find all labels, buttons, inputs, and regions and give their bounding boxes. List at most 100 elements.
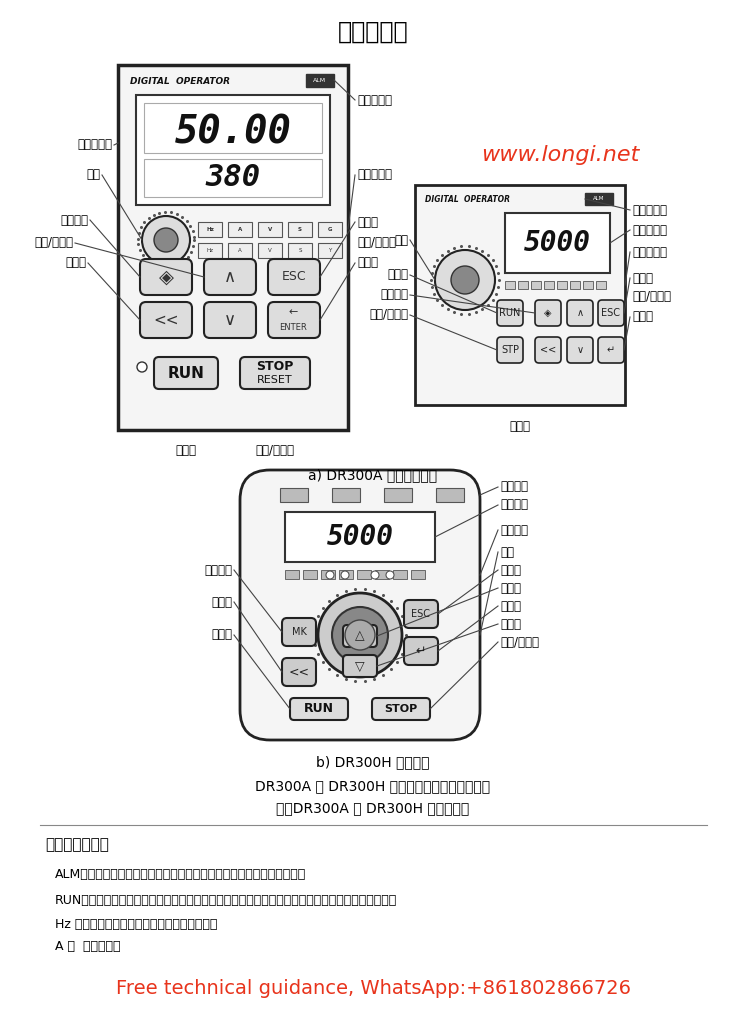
Bar: [436, 488, 464, 502]
Circle shape: [345, 620, 375, 650]
Text: RUN: RUN: [167, 366, 205, 381]
FancyBboxPatch shape: [268, 302, 320, 338]
Bar: [505, 281, 515, 289]
Text: 单位指示灯: 单位指示灯: [357, 169, 392, 181]
Text: ←: ←: [288, 307, 298, 317]
Bar: [531, 281, 541, 289]
FancyBboxPatch shape: [204, 302, 256, 338]
Text: b) DR300H 外引键盘: b) DR300H 外引键盘: [316, 755, 430, 769]
Circle shape: [332, 607, 388, 663]
FancyBboxPatch shape: [343, 625, 377, 647]
FancyBboxPatch shape: [268, 259, 320, 295]
Text: 多功能键: 多功能键: [204, 563, 232, 577]
Text: A: A: [238, 227, 242, 232]
Text: 移位键: 移位键: [509, 420, 530, 433]
Text: 递增/递减键: 递增/递减键: [34, 237, 73, 250]
Text: STOP: STOP: [385, 705, 418, 714]
Bar: [318, 243, 342, 258]
Text: 取消键: 取消键: [632, 271, 653, 285]
Text: ESC: ESC: [412, 609, 430, 618]
Text: S: S: [298, 248, 302, 253]
Text: 移位键: 移位键: [65, 256, 86, 269]
Bar: [393, 570, 407, 579]
Text: Hz: Hz: [206, 227, 214, 232]
Bar: [357, 570, 371, 579]
Circle shape: [142, 216, 190, 264]
Text: ∧: ∧: [577, 308, 583, 318]
Text: A: A: [238, 248, 242, 253]
Text: ∨: ∨: [224, 311, 236, 329]
Text: DIGITAL  OPERATOR: DIGITAL OPERATOR: [130, 77, 230, 85]
FancyBboxPatch shape: [404, 637, 438, 665]
Text: www.longi.net: www.longi.net: [481, 145, 639, 165]
Text: 5000: 5000: [524, 229, 591, 257]
Bar: [280, 488, 308, 502]
Text: 多功能键: 多功能键: [60, 213, 88, 226]
Text: 切换键: 切换键: [500, 563, 521, 577]
Text: 数据显示区: 数据显示区: [77, 138, 112, 152]
FancyBboxPatch shape: [567, 337, 593, 362]
Bar: [118, 65, 348, 430]
Bar: [596, 281, 606, 289]
Text: DIGITAL  OPERATOR: DIGITAL OPERATOR: [425, 196, 510, 205]
Text: 故障指示灯: 故障指示灯: [632, 204, 667, 216]
Text: Hz ：频率单位，灯亮表示相应参数值的单位。: Hz ：频率单位，灯亮表示相应参数值的单位。: [55, 918, 217, 931]
Text: STOP: STOP: [256, 360, 294, 374]
FancyBboxPatch shape: [404, 600, 438, 628]
Bar: [288, 243, 312, 258]
Bar: [321, 570, 335, 579]
Text: DR300A 和 DR300H 带电位器的外引键盘示意图: DR300A 和 DR300H 带电位器的外引键盘示意图: [255, 779, 491, 793]
Text: 确认键: 确认键: [500, 599, 521, 612]
FancyBboxPatch shape: [598, 300, 624, 326]
Text: 取消键: 取消键: [357, 215, 378, 228]
Text: 5000: 5000: [326, 523, 394, 551]
Text: RUN: RUN: [304, 702, 334, 716]
Bar: [303, 570, 317, 579]
Bar: [570, 281, 580, 289]
Text: ∨: ∨: [577, 345, 583, 355]
FancyBboxPatch shape: [343, 655, 377, 677]
Text: S: S: [298, 227, 302, 232]
Circle shape: [326, 571, 334, 579]
Text: 50.00: 50.00: [175, 114, 291, 152]
Text: 旋钮: 旋钮: [394, 233, 408, 247]
FancyBboxPatch shape: [140, 259, 192, 295]
Circle shape: [451, 266, 479, 294]
Text: ENTER: ENTER: [279, 323, 307, 332]
Circle shape: [435, 250, 495, 310]
FancyBboxPatch shape: [282, 618, 316, 646]
Text: 单位指示灯: 单位指示灯: [632, 246, 667, 258]
Text: ALM：故障指示灯，当变频器出现故障时，此灯点亮，正常情况下熄灭。: ALM：故障指示灯，当变频器出现故障时，此灯点亮，正常情况下熄灭。: [55, 868, 306, 882]
Text: ALM: ALM: [314, 78, 326, 83]
Text: <<: <<: [153, 312, 179, 328]
Text: 递增键: 递增键: [500, 582, 521, 595]
FancyBboxPatch shape: [535, 337, 561, 362]
Text: 380: 380: [205, 163, 261, 191]
Text: Hz: Hz: [206, 248, 214, 253]
Text: 停止/复位键: 停止/复位键: [500, 636, 539, 648]
Text: G: G: [328, 227, 332, 232]
Text: RUN：灯灭时代表变频器处于待机状态，灯亮代表变频器处于运转状态，灯闪代表变频器正在停机。: RUN：灯灭时代表变频器处于待机状态，灯亮代表变频器处于运转状态，灯闪代表变频器…: [55, 894, 397, 906]
Bar: [375, 570, 389, 579]
Text: RESET: RESET: [257, 375, 293, 385]
FancyBboxPatch shape: [372, 698, 430, 720]
Bar: [285, 512, 435, 562]
Text: 递增/递减键: 递增/递减键: [357, 237, 396, 250]
Bar: [384, 488, 412, 502]
Text: 运行键: 运行键: [176, 444, 196, 457]
FancyBboxPatch shape: [204, 259, 256, 295]
Text: 旋钮: 旋钮: [86, 169, 100, 181]
FancyBboxPatch shape: [497, 300, 523, 326]
Bar: [318, 222, 342, 237]
Circle shape: [341, 571, 349, 579]
Circle shape: [318, 593, 402, 677]
FancyBboxPatch shape: [567, 300, 593, 326]
Text: Y: Y: [329, 248, 332, 253]
FancyBboxPatch shape: [598, 337, 624, 362]
Text: ESC: ESC: [282, 270, 306, 284]
Bar: [228, 243, 252, 258]
Bar: [306, 74, 334, 87]
Bar: [144, 103, 322, 153]
Text: 数据显示区: 数据显示区: [632, 223, 667, 237]
Text: ALM: ALM: [593, 197, 604, 202]
